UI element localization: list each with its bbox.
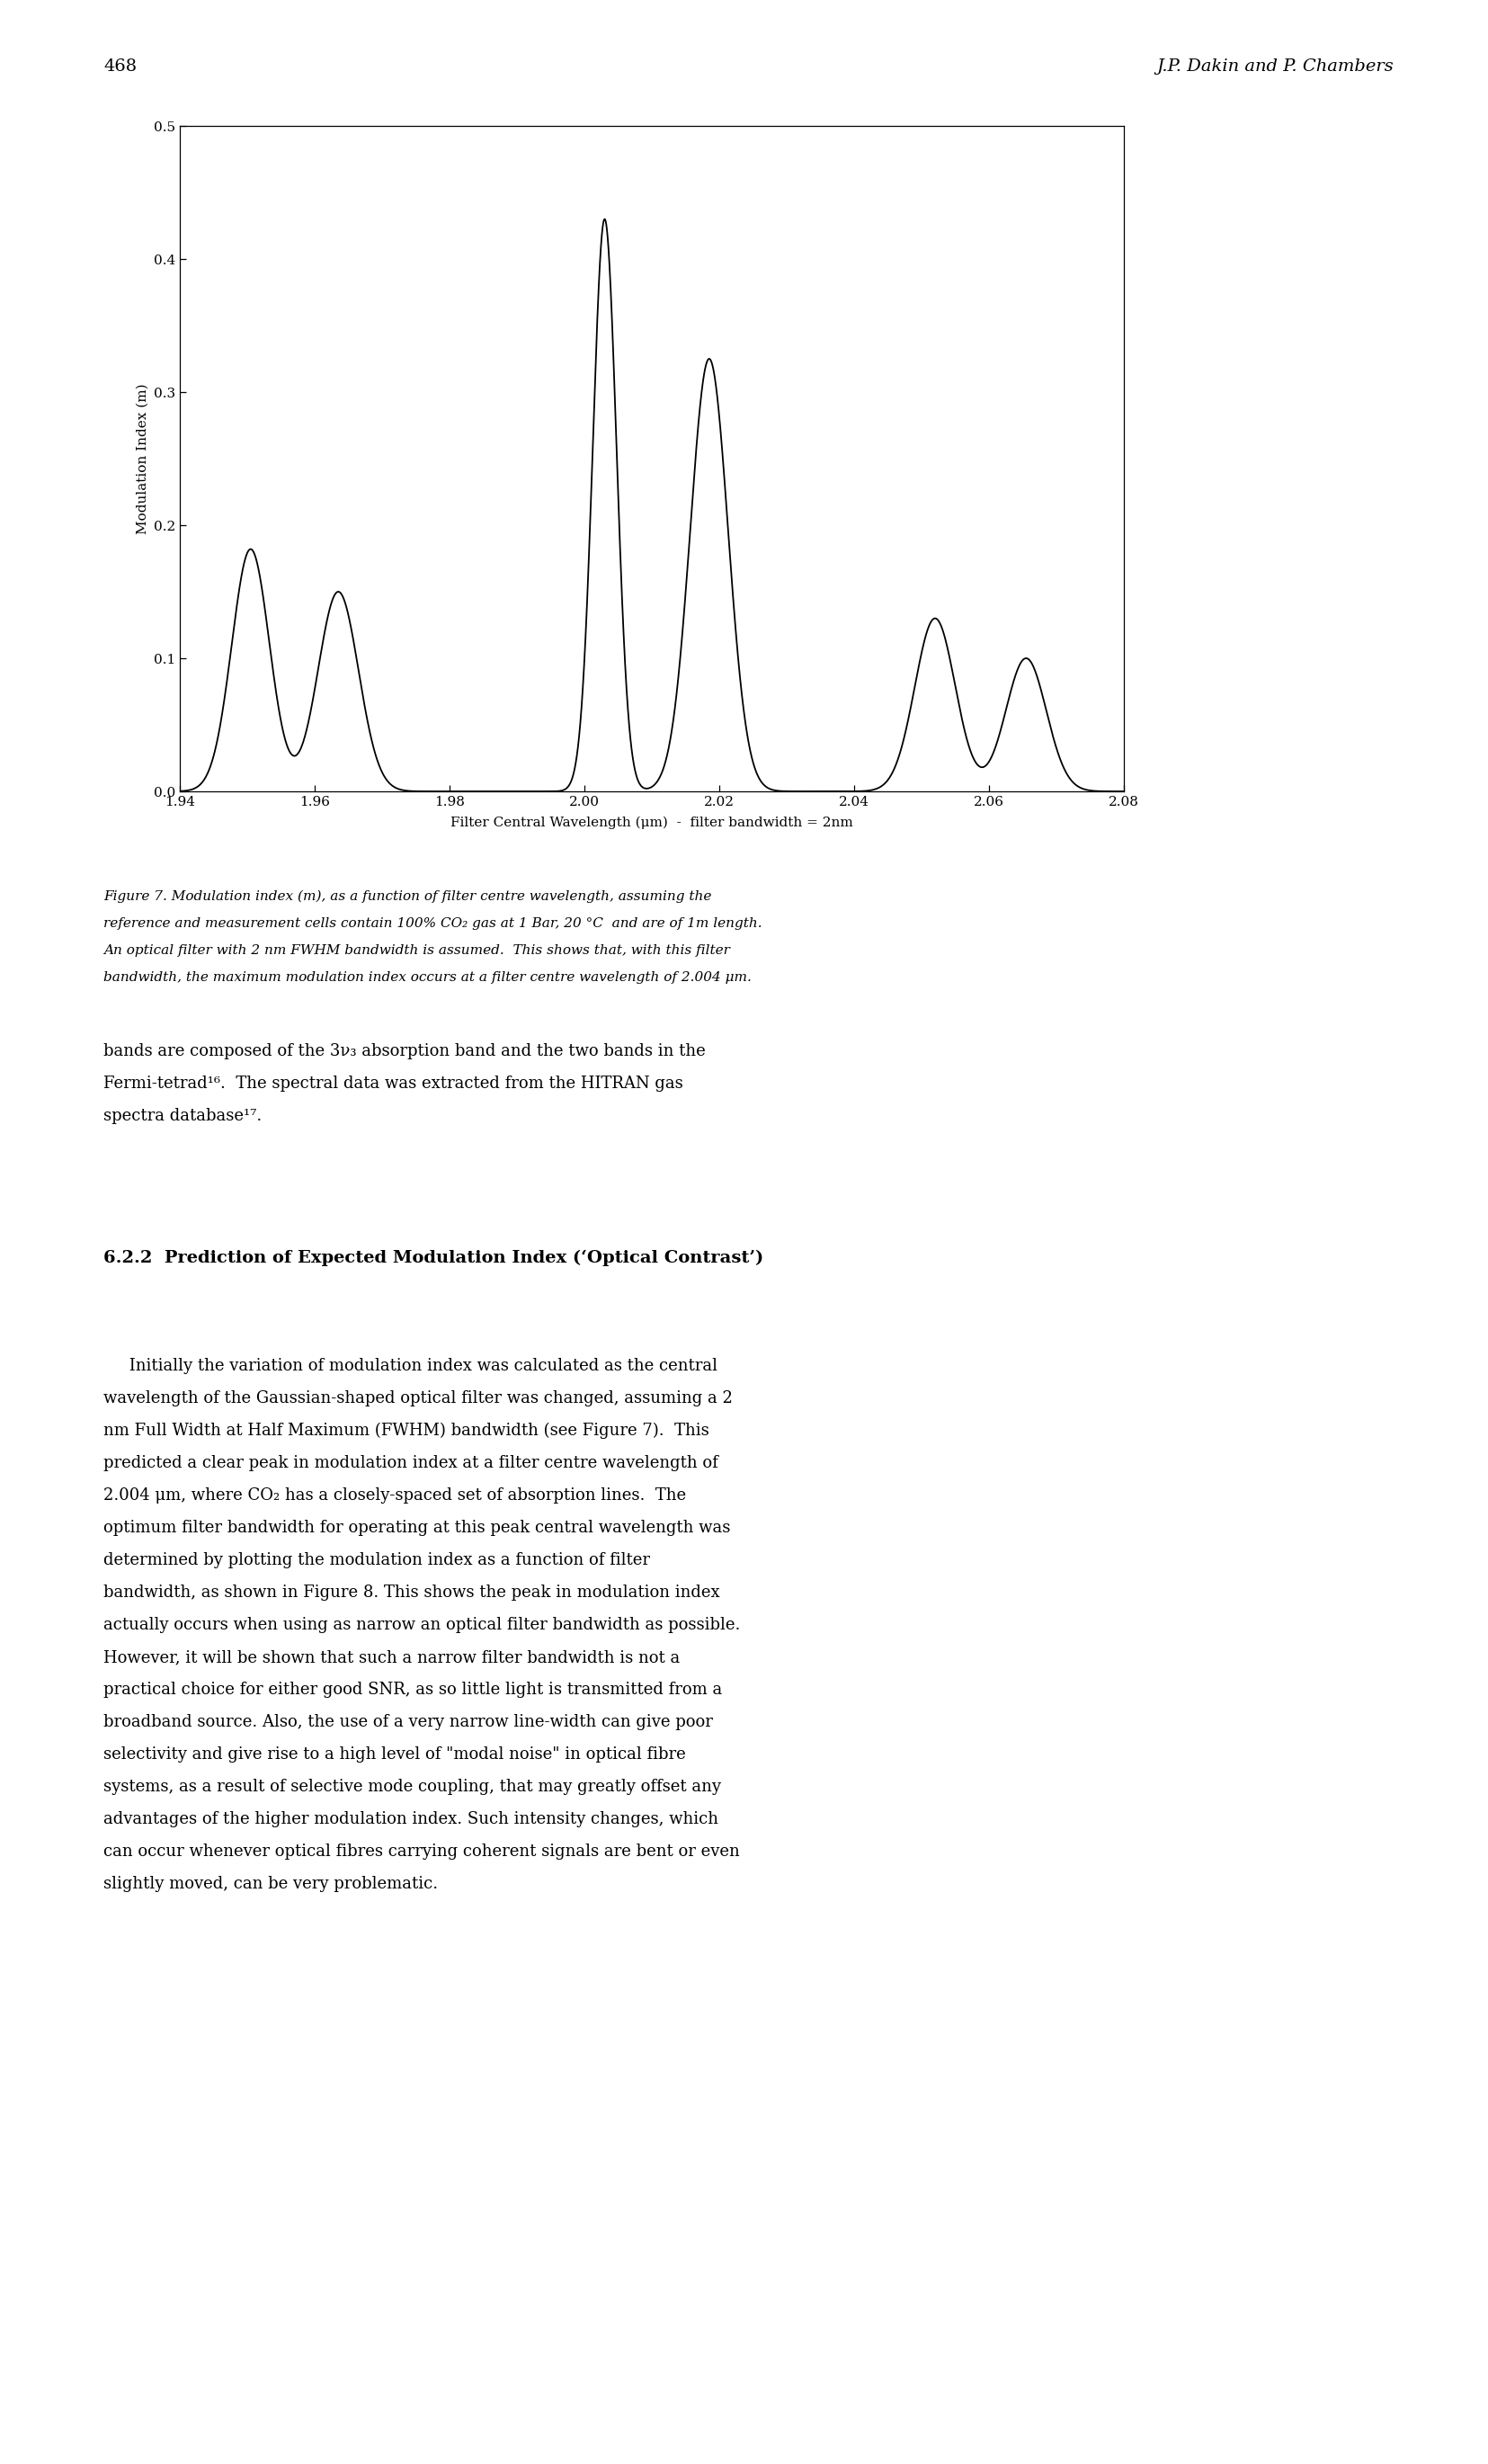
Text: reference and measurement cells contain 100% CO₂ gas at 1 Bar, 20 °C  and are of: reference and measurement cells contain … bbox=[103, 917, 762, 929]
Text: Fermi-tetrad¹⁶.  The spectral data was extracted from the HITRAN gas: Fermi-tetrad¹⁶. The spectral data was ex… bbox=[103, 1074, 683, 1092]
Text: 6.2.2  Prediction of Expected Modulation Index (‘Optical Contrast’): 6.2.2 Prediction of Expected Modulation … bbox=[103, 1249, 763, 1266]
X-axis label: Filter Central Wavelength (μm)  -  filter bandwidth = 2nm: Filter Central Wavelength (μm) - filter … bbox=[451, 816, 853, 828]
Text: An optical filter with 2 nm FWHM bandwidth is assumed.  This shows that, with th: An optical filter with 2 nm FWHM bandwid… bbox=[103, 944, 731, 956]
Text: spectra database¹⁷.: spectra database¹⁷. bbox=[103, 1109, 262, 1124]
Y-axis label: Modulation Index (m): Modulation Index (m) bbox=[135, 384, 149, 535]
Text: wavelength of the Gaussian-shaped optical filter was changed, assuming a 2: wavelength of the Gaussian-shaped optica… bbox=[103, 1390, 732, 1407]
Text: slightly moved, can be very problematic.: slightly moved, can be very problematic. bbox=[103, 1875, 437, 1892]
Text: can occur whenever optical fibres carrying coherent signals are bent or even: can occur whenever optical fibres carryi… bbox=[103, 1843, 740, 1860]
Text: optimum filter bandwidth for operating at this peak central wavelength was: optimum filter bandwidth for operating a… bbox=[103, 1520, 731, 1535]
Text: 2.004 μm, where CO₂ has a closely-spaced set of absorption lines.  The: 2.004 μm, where CO₂ has a closely-spaced… bbox=[103, 1488, 686, 1503]
Text: systems, as a result of selective mode coupling, that may greatly offset any: systems, as a result of selective mode c… bbox=[103, 1779, 722, 1794]
Text: practical choice for either good SNR, as so little light is transmitted from a: practical choice for either good SNR, as… bbox=[103, 1680, 722, 1698]
Text: determined by plotting the modulation index as a function of filter: determined by plotting the modulation in… bbox=[103, 1552, 650, 1567]
Text: bandwidth, as shown in Figure 8. This shows the peak in modulation index: bandwidth, as shown in Figure 8. This sh… bbox=[103, 1584, 720, 1602]
Text: predicted a clear peak in modulation index at a filter centre wavelength of: predicted a clear peak in modulation ind… bbox=[103, 1456, 719, 1471]
Text: broadband source. Also, the use of a very narrow line-width can give poor: broadband source. Also, the use of a ver… bbox=[103, 1715, 713, 1730]
Text: nm Full Width at Half Maximum (FWHM) bandwidth (see Figure 7).  This: nm Full Width at Half Maximum (FWHM) ban… bbox=[103, 1422, 710, 1439]
Text: selectivity and give rise to a high level of "modal noise" in optical fibre: selectivity and give rise to a high leve… bbox=[103, 1747, 686, 1762]
Text: Figure 7. Modulation index (m), as a function of filter centre wavelength, assum: Figure 7. Modulation index (m), as a fun… bbox=[103, 890, 711, 904]
Text: However, it will be shown that such a narrow filter bandwidth is not a: However, it will be shown that such a na… bbox=[103, 1648, 680, 1666]
Text: J.P. Dakin and P. Chambers: J.P. Dakin and P. Chambers bbox=[1156, 59, 1394, 74]
Text: advantages of the higher modulation index. Such intensity changes, which: advantages of the higher modulation inde… bbox=[103, 1811, 719, 1828]
Text: bands are composed of the 3ν₃ absorption band and the two bands in the: bands are composed of the 3ν₃ absorption… bbox=[103, 1042, 705, 1060]
Text: actually occurs when using as narrow an optical filter bandwidth as possible.: actually occurs when using as narrow an … bbox=[103, 1616, 741, 1634]
Text: Initially the variation of modulation index was calculated as the central: Initially the variation of modulation in… bbox=[103, 1358, 717, 1375]
Text: bandwidth, the maximum modulation index occurs at a filter centre wavelength of : bandwidth, the maximum modulation index … bbox=[103, 971, 751, 983]
Text: 468: 468 bbox=[103, 59, 137, 74]
